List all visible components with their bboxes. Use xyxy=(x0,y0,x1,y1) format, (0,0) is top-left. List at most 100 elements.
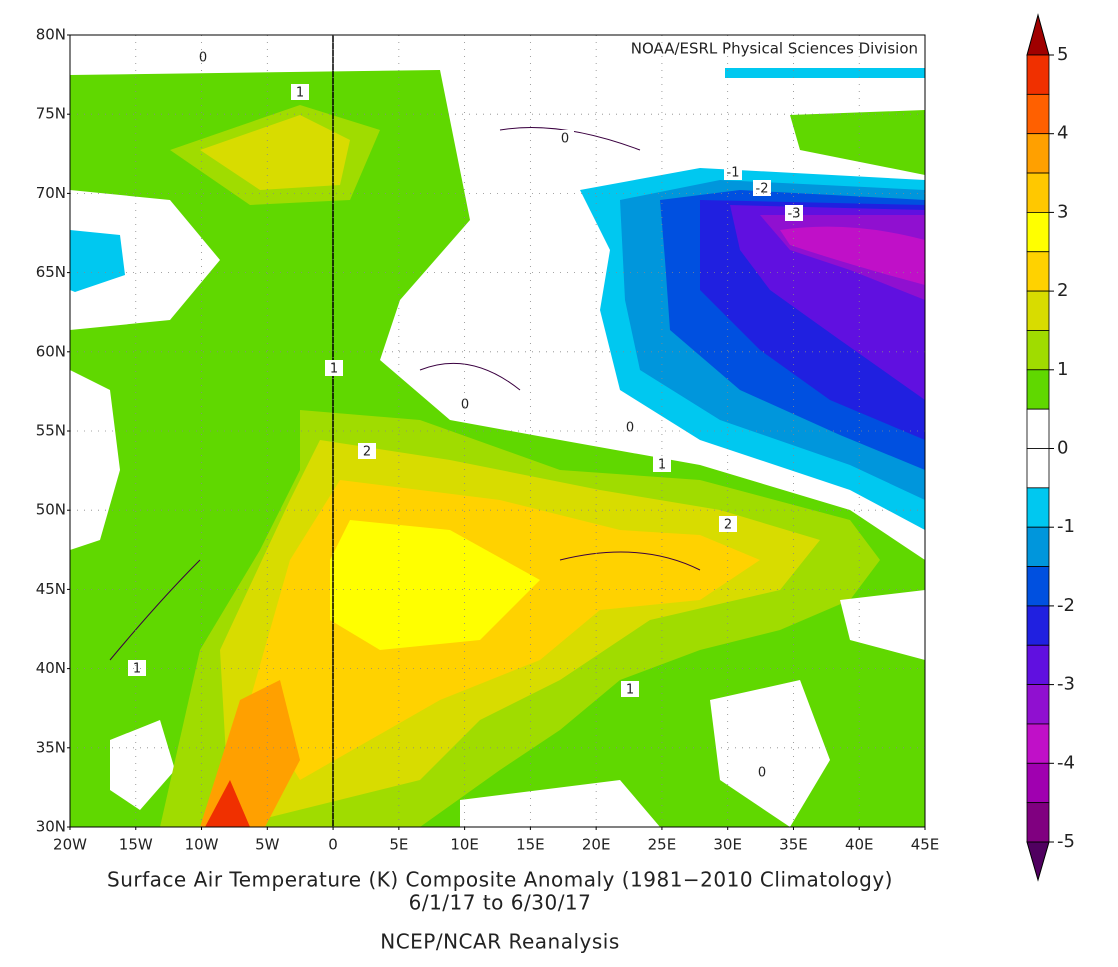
field-magenta xyxy=(780,226,925,285)
colorbar-label: 5 xyxy=(1057,44,1068,65)
field-white xyxy=(460,780,660,827)
contour-label: 0 xyxy=(461,398,469,413)
title: Surface Air Temperature (K) Composite An… xyxy=(107,868,893,892)
lat-label: 40N xyxy=(36,659,66,677)
colorbar-label: -4 xyxy=(1057,752,1075,773)
contour-label-box xyxy=(621,419,639,435)
field-white xyxy=(710,680,830,827)
lon-label: 30E xyxy=(713,836,742,854)
lat-label: 65N xyxy=(36,263,66,281)
contour-label: 0 xyxy=(561,132,569,147)
lat-label: 60N xyxy=(36,342,66,360)
contour-label-box xyxy=(653,456,671,472)
lat-label: 55N xyxy=(36,422,66,440)
colorbar-box xyxy=(1026,684,1050,725)
colorbar-box xyxy=(1026,369,1050,410)
contour-label: -1 xyxy=(727,166,740,181)
colorbar-box xyxy=(1026,762,1050,804)
contour-label-box xyxy=(325,360,343,376)
colorbar-box xyxy=(1026,723,1050,764)
lon-label: 5W xyxy=(255,836,280,854)
colorbar-box xyxy=(1026,290,1050,331)
field-white xyxy=(840,590,925,660)
lon-label: 40E xyxy=(845,836,874,854)
contour-label: 1 xyxy=(296,86,304,101)
lat-label: 30N xyxy=(36,818,66,836)
anomaly-field: 010-1-2-3100212110 xyxy=(70,35,925,827)
colorbar-box xyxy=(1026,487,1050,528)
contour-label: 1 xyxy=(330,362,338,377)
contour-label-box xyxy=(556,130,574,146)
colorbar-label: 0 xyxy=(1057,438,1068,459)
colorbar-label: 1 xyxy=(1057,359,1068,380)
colorbar-box xyxy=(1026,802,1050,843)
lat-label: 80N xyxy=(36,26,66,44)
contour-label-box xyxy=(724,164,742,180)
field-cyan xyxy=(70,230,125,292)
colorbar-box xyxy=(1026,566,1050,607)
contour-label: 0 xyxy=(199,51,207,66)
graticule xyxy=(70,35,925,827)
date-range: 6/1/17 to 6/30/17 xyxy=(409,891,592,915)
colorbar-box xyxy=(1026,133,1050,174)
colorbar-box xyxy=(1026,448,1050,489)
lon-label: 0 xyxy=(328,836,338,854)
field-olive xyxy=(200,115,350,190)
contour-label-box xyxy=(753,180,771,196)
field-white xyxy=(70,190,220,330)
colorbar-label: 3 xyxy=(1057,201,1068,222)
colorbar-box xyxy=(1026,211,1050,253)
contour-labels: 010-1-2-3100212110 xyxy=(128,49,803,781)
lon-label: 20E xyxy=(582,836,611,854)
field-white xyxy=(70,370,120,550)
lon-label: 5E xyxy=(389,836,408,854)
contour-label: 0 xyxy=(626,421,634,436)
credit-box xyxy=(528,38,922,60)
lat-label: 50N xyxy=(36,501,66,519)
lon-label: 15E xyxy=(516,836,545,854)
colorbar-label: 4 xyxy=(1057,123,1068,144)
field-white xyxy=(110,720,175,810)
colorbar-box xyxy=(1026,93,1050,135)
lon-label: 10E xyxy=(450,836,479,854)
colorbar-label: -2 xyxy=(1057,595,1075,616)
credit: NOAA/ESRL Physical Sciences Division xyxy=(631,40,918,58)
contour-label-box xyxy=(785,205,803,221)
colorbar-extend xyxy=(1026,841,1050,882)
colorbar-label: -5 xyxy=(1057,831,1075,852)
contour-label-box xyxy=(128,660,146,676)
colorbar-label: 2 xyxy=(1057,280,1068,301)
colorbar-label: -1 xyxy=(1057,516,1075,537)
contour-label: -2 xyxy=(756,182,769,197)
contour-label: 1 xyxy=(626,683,634,698)
contour-label: 1 xyxy=(133,662,141,677)
lon-label: 10W xyxy=(185,836,219,854)
lat-label: 45N xyxy=(36,580,66,598)
contour-label-box xyxy=(456,396,474,412)
field-red xyxy=(205,780,250,827)
lon-label: 20W xyxy=(53,836,87,854)
lon-label: 15W xyxy=(119,836,153,854)
contour-label-box xyxy=(358,443,376,459)
source: NCEP/NCAR Reanalysis xyxy=(380,930,620,954)
contour-label: 0 xyxy=(758,766,766,781)
colorbar-label: -3 xyxy=(1057,674,1075,695)
contour-label: -3 xyxy=(788,207,801,222)
lon-label: 35E xyxy=(779,836,808,854)
contour-label-box xyxy=(753,764,771,780)
contour-label: 2 xyxy=(363,445,371,460)
lon-label: 45E xyxy=(911,836,940,854)
lat-label: 35N xyxy=(36,738,66,756)
lat-label: 70N xyxy=(36,184,66,202)
colorbar-box xyxy=(1026,172,1050,213)
colorbar-box xyxy=(1026,644,1050,685)
contour-label-box xyxy=(621,681,639,697)
lon-label: 25E xyxy=(648,836,677,854)
lat-label: 75N xyxy=(36,105,66,123)
contour-label-box xyxy=(291,84,309,100)
colorbar-box xyxy=(1026,526,1050,567)
contour-label-box xyxy=(719,516,737,532)
colorbar-box xyxy=(1026,251,1050,292)
